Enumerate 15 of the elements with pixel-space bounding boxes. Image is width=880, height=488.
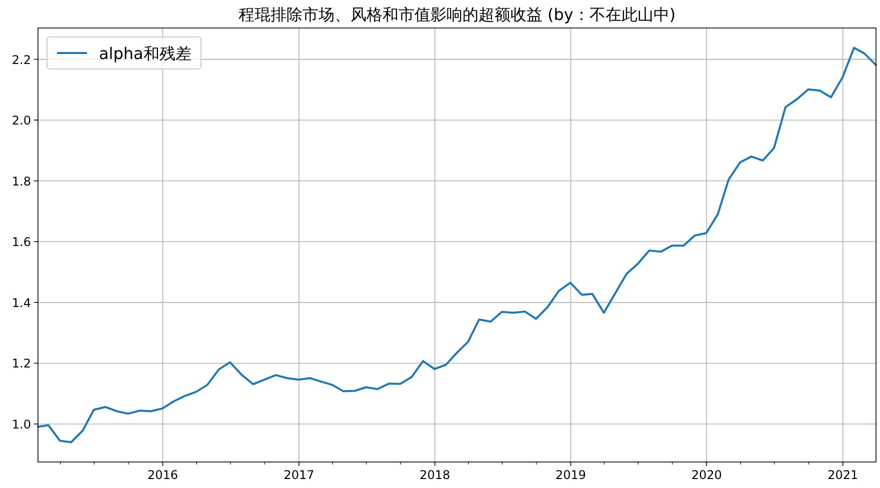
legend-label: alpha和残差: [99, 44, 192, 63]
y-tick-label: 1.8: [12, 174, 31, 188]
x-tick-label: 2021: [828, 468, 858, 482]
x-tick-label: 2020: [691, 468, 722, 482]
x-tick-label: 2019: [555, 468, 586, 482]
y-tick-label: 1.0: [12, 418, 31, 432]
y-tick-label: 2.2: [12, 52, 31, 67]
y-tick-label: 1.2: [12, 356, 31, 371]
y-tick-label: 2.0: [12, 114, 31, 128]
y-tick-label: 1.4: [12, 296, 31, 310]
x-tick-label: 2017: [284, 468, 314, 482]
x-tick-label: 2018: [420, 468, 450, 482]
x-tick-label: 2016: [147, 468, 178, 482]
y-tick-label: 1.6: [12, 235, 31, 250]
chart-title: 程琨排除市场、风格和市值影响的超额收益 (by：不在此山中): [238, 5, 676, 24]
